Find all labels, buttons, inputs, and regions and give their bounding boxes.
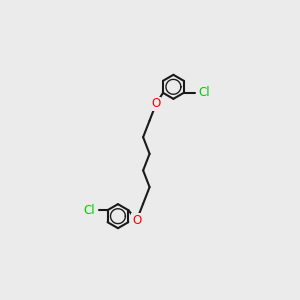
Text: Cl: Cl bbox=[199, 86, 210, 99]
Text: O: O bbox=[152, 98, 161, 110]
Text: O: O bbox=[132, 214, 141, 227]
Text: Cl: Cl bbox=[84, 204, 95, 217]
